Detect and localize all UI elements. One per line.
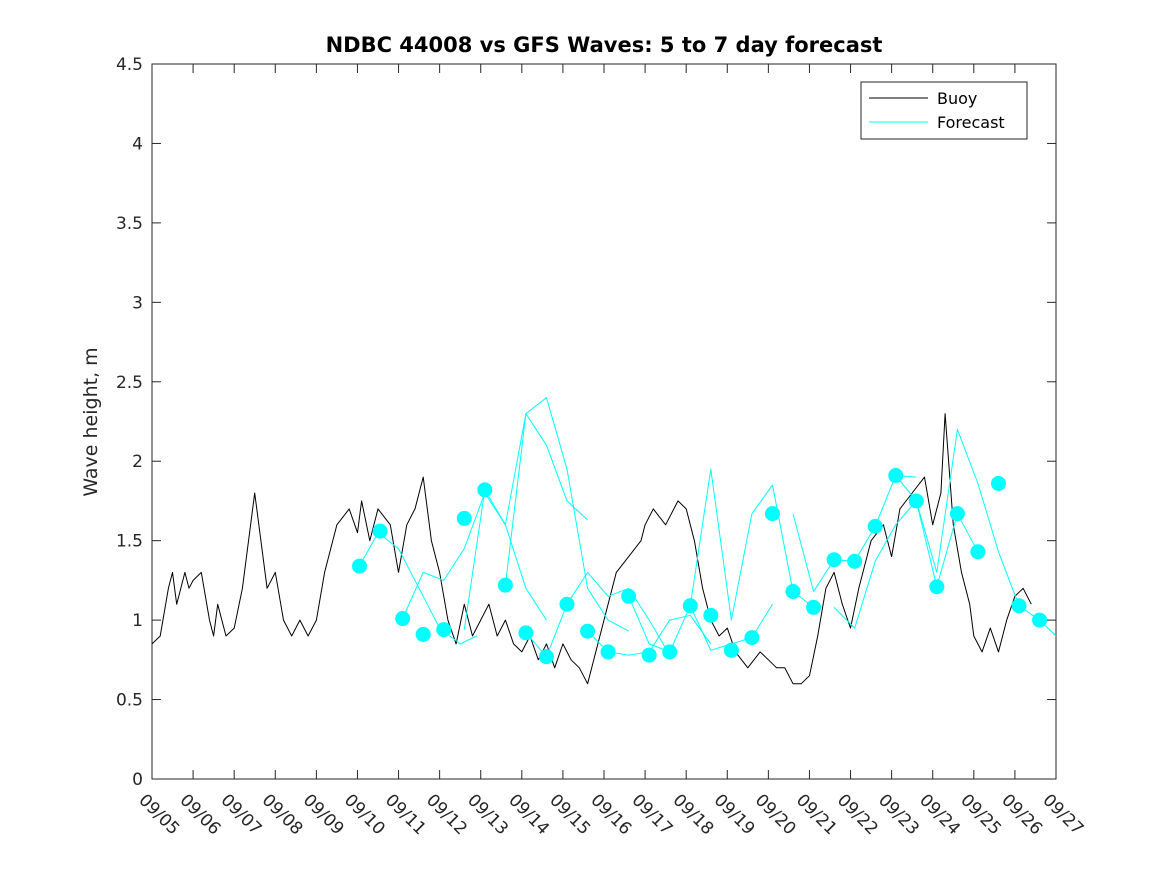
forecast-start-marker [497, 577, 513, 593]
forecast-start-marker [559, 596, 575, 612]
forecast-start-marker [641, 647, 657, 663]
forecast-start-marker [970, 544, 986, 560]
forecast-start-marker [1011, 598, 1027, 614]
marker-layer [352, 468, 1048, 665]
forecast-start-marker [538, 649, 554, 665]
forecast-start-marker [600, 644, 616, 660]
forecast-start-marker [436, 622, 452, 638]
forecast-start-marker [1032, 612, 1048, 628]
plot-area: 00.511.522.533.544.5 09/0509/0609/0709/0… [116, 55, 1087, 839]
y-tick-label: 3 [132, 293, 143, 313]
forecast-start-marker [867, 518, 883, 534]
y-tick-label: 2 [132, 452, 143, 472]
forecast-start-marker [847, 553, 863, 569]
buoy-series-line [151, 413, 1032, 685]
forecast-start-marker [949, 506, 965, 522]
forecast-start-marker [744, 630, 760, 646]
forecast-series-line [525, 571, 671, 658]
y-tick-label: 0 [132, 770, 143, 790]
forecast-series-line [504, 397, 629, 632]
legend-forecast-label: Forecast [937, 113, 1005, 132]
forecast-start-marker [518, 625, 534, 641]
forecast-start-marker [806, 599, 822, 615]
forecast-start-marker [723, 642, 739, 658]
forecast-start-marker [682, 598, 698, 614]
y-tick-label: 4.5 [116, 55, 143, 75]
forecast-start-marker [477, 482, 493, 498]
forecast-start-marker [908, 493, 924, 509]
forecast-start-marker [352, 558, 368, 574]
forecast-start-marker [621, 588, 637, 604]
forecast-series-line [402, 492, 547, 621]
forecast-start-marker [826, 552, 842, 568]
y-axis: 0 0.5 1 1.5 2 2.5 3 3.5 4 4.5 [116, 55, 1056, 790]
forecast-start-marker [990, 475, 1006, 491]
y-tick-label: 1 [132, 611, 143, 631]
y-tick-label: 0.5 [116, 691, 143, 711]
forecast-start-marker [785, 584, 801, 600]
legend-box [860, 81, 1028, 140]
forecast-start-marker [372, 523, 388, 539]
y-tick-label: 4 [132, 134, 143, 154]
y-tick-label: 1.5 [116, 532, 143, 552]
forecast-start-marker [456, 510, 472, 526]
y-tick-label: 3.5 [116, 214, 143, 234]
forecast-start-marker [662, 644, 678, 660]
y-axis-label: Wave height, m [80, 347, 102, 496]
forecast-series-line [833, 500, 979, 629]
forecast-start-marker [888, 468, 904, 484]
axes-box [151, 63, 1057, 780]
forecast-start-marker [764, 506, 780, 522]
legend: Buoy Forecast [860, 81, 1028, 140]
forecast-start-marker [929, 579, 945, 595]
forecast-start-marker [580, 623, 596, 639]
legend-buoy-label: Buoy [937, 89, 977, 108]
forecast-start-marker [415, 626, 431, 642]
y-tick-label: 2.5 [116, 373, 143, 393]
forecast-start-marker [703, 607, 719, 623]
chart-title: NDBC 44008 vs GFS Waves: 5 to 7 day fore… [326, 33, 883, 57]
forecast-start-marker [395, 611, 411, 627]
forecast-series-line [895, 428, 1057, 637]
